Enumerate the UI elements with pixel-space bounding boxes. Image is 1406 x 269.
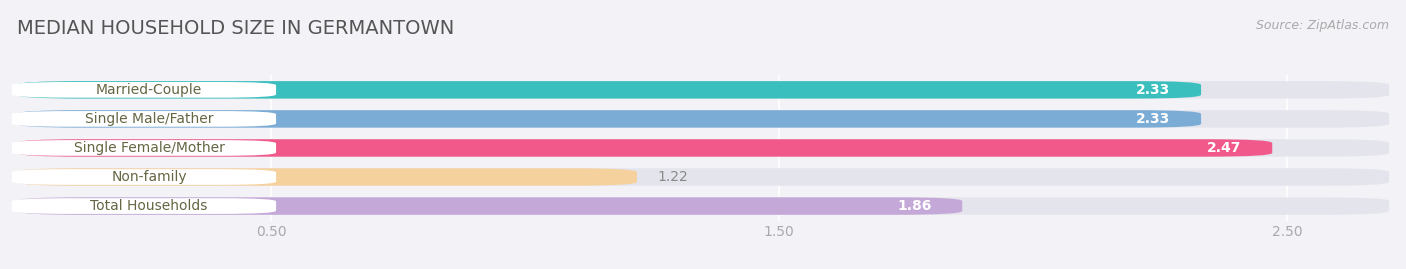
- FancyBboxPatch shape: [17, 81, 1201, 98]
- FancyBboxPatch shape: [11, 169, 276, 185]
- Text: 1.22: 1.22: [657, 170, 688, 184]
- Text: Single Male/Father: Single Male/Father: [84, 112, 214, 126]
- Text: Source: ZipAtlas.com: Source: ZipAtlas.com: [1256, 19, 1389, 32]
- Text: Married-Couple: Married-Couple: [96, 83, 202, 97]
- Text: 2.33: 2.33: [1136, 112, 1171, 126]
- FancyBboxPatch shape: [17, 197, 962, 215]
- FancyBboxPatch shape: [17, 168, 637, 186]
- FancyBboxPatch shape: [17, 110, 1201, 128]
- FancyBboxPatch shape: [11, 82, 276, 98]
- Text: 2.33: 2.33: [1136, 83, 1171, 97]
- Text: MEDIAN HOUSEHOLD SIZE IN GERMANTOWN: MEDIAN HOUSEHOLD SIZE IN GERMANTOWN: [17, 19, 454, 38]
- FancyBboxPatch shape: [17, 139, 1272, 157]
- Text: Single Female/Mother: Single Female/Mother: [73, 141, 225, 155]
- FancyBboxPatch shape: [17, 197, 1389, 215]
- Text: Non-family: Non-family: [111, 170, 187, 184]
- FancyBboxPatch shape: [11, 111, 276, 127]
- FancyBboxPatch shape: [11, 140, 276, 156]
- FancyBboxPatch shape: [17, 139, 1389, 157]
- FancyBboxPatch shape: [17, 110, 1389, 128]
- Text: 1.86: 1.86: [897, 199, 932, 213]
- Text: Total Households: Total Households: [90, 199, 208, 213]
- FancyBboxPatch shape: [17, 168, 1389, 186]
- FancyBboxPatch shape: [11, 198, 276, 214]
- FancyBboxPatch shape: [17, 81, 1389, 98]
- Text: 2.47: 2.47: [1208, 141, 1241, 155]
